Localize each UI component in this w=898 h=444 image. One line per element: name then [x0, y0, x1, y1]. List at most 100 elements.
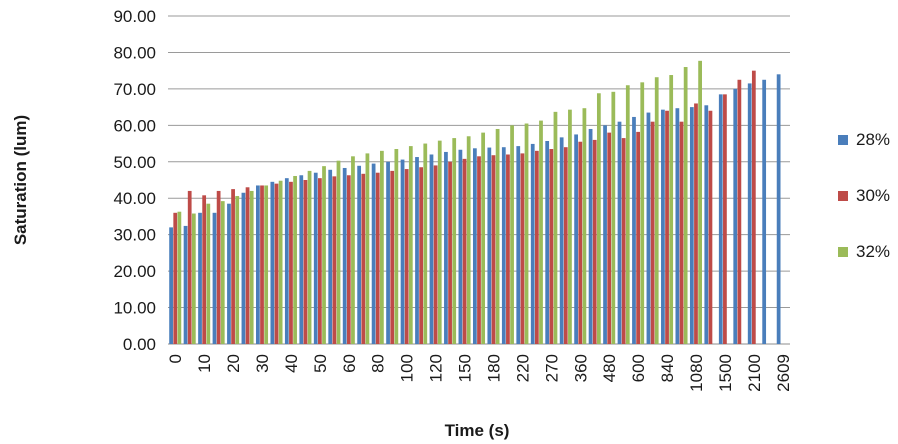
- x-tick-label: 50: [311, 354, 330, 373]
- bar-30pct-11: [318, 178, 322, 344]
- y-tick-label: 0.00: [123, 335, 156, 354]
- bar-32pct-28: [568, 109, 572, 344]
- bar-28pct-16: [386, 161, 390, 344]
- bar-28pct-9: [284, 178, 289, 344]
- bar-28pct-28: [559, 137, 564, 344]
- bar-32pct-36: [683, 67, 688, 345]
- bar-32pct-9: [293, 175, 297, 344]
- legend-swatch-32pct: [838, 247, 848, 257]
- bar-32pct-33: [640, 82, 645, 344]
- bar-30pct-21: [462, 158, 467, 344]
- bar-32pct-30: [596, 93, 601, 344]
- y-tick-labels: 0.00 10.00 20.00 30.00 40.00 50.00 60.00 70.00 8…: [113, 7, 156, 354]
- bar-28pct-10: [299, 175, 304, 344]
- bar-28pct-34: [646, 112, 651, 344]
- bar-30pct-24: [506, 154, 510, 344]
- bar-28pct-11: [313, 172, 318, 344]
- bar-32pct-1: [177, 211, 182, 344]
- bar-30pct-32: [621, 138, 626, 344]
- bar-30pct-8: [274, 183, 279, 344]
- bar-28pct-14: [357, 165, 362, 344]
- bar-28pct-29: [574, 134, 578, 344]
- y-tick-label: 70.00: [113, 80, 156, 99]
- bar-32pct-8: [278, 180, 283, 344]
- bar-32pct-29: [582, 108, 587, 345]
- x-tick-label: 60: [340, 354, 359, 373]
- x-tick-label: 40: [282, 354, 301, 373]
- bar-32pct-32: [625, 85, 630, 344]
- bar-30pct-34: [650, 121, 655, 344]
- bar-30pct-5: [231, 189, 235, 344]
- x-tick-label: 20: [224, 354, 243, 373]
- bar-30pct-33: [636, 131, 640, 344]
- bar-32pct-5: [235, 196, 240, 344]
- bar-28pct-25: [516, 146, 521, 344]
- bar-28pct-23: [487, 147, 492, 344]
- y-tick-label: 10.00: [113, 299, 156, 318]
- bar-28pct-22: [472, 148, 477, 344]
- bar-30pct-20: [448, 161, 452, 344]
- bar-30pct-7: [260, 185, 264, 344]
- x-tick-label: 600: [629, 354, 648, 382]
- x-tick-label: 30: [253, 354, 272, 373]
- bar-32pct-14: [365, 153, 370, 344]
- bar-28pct-18: [415, 157, 419, 344]
- bar-30pct-38: [708, 110, 713, 344]
- bar-30pct-10: [303, 180, 308, 344]
- x-tick-label: 1080: [687, 354, 706, 392]
- bar-32pct-26: [539, 120, 543, 345]
- bar-30pct-9: [289, 181, 293, 344]
- bar-32pct-37: [698, 60, 702, 345]
- bar-30pct-30: [592, 139, 597, 344]
- x-tick-labels: 0 10 20 30 40 50 60 80 100 120 150 180 220 270 360 480 6…: [166, 354, 793, 392]
- bar-32pct-35: [669, 75, 674, 344]
- bar-28pct-24: [501, 147, 506, 344]
- bar-30pct-2: [187, 190, 192, 344]
- legend-label-28pct: 28%: [856, 130, 890, 149]
- bar-28pct-21: [458, 149, 463, 344]
- bar-30pct-31: [607, 132, 612, 344]
- y-tick-label: 30.00: [113, 226, 156, 245]
- bar-28pct-12: [328, 169, 333, 344]
- bar-28pct-2: [183, 225, 188, 344]
- bar-28pct-15: [371, 163, 376, 344]
- bar-32pct-12: [336, 160, 341, 344]
- y-axis-title: Saturation (lum): [11, 115, 30, 245]
- bar-30pct-37: [694, 103, 698, 344]
- bar-30pct-23: [491, 155, 496, 344]
- bar-32pct-31: [611, 91, 616, 344]
- bar-32pct-6: [249, 190, 254, 344]
- bar-28pct-38: [704, 105, 709, 345]
- bar-32pct-13: [351, 156, 355, 344]
- bar-30pct-13: [346, 175, 351, 344]
- bar-28pct-43: [776, 74, 781, 345]
- bar-28pct-30: [588, 128, 593, 344]
- x-tick-label: 10: [195, 354, 214, 373]
- bar-30pct-35: [665, 110, 669, 344]
- bar-32pct-34: [654, 77, 659, 344]
- bar-28pct-6: [241, 192, 246, 344]
- bar-30pct-6: [245, 187, 250, 344]
- x-tick-label: 2100: [745, 354, 764, 392]
- x-tick-label: 180: [484, 354, 503, 382]
- bar-28pct-27: [545, 141, 550, 344]
- bar-32pct-17: [408, 146, 413, 344]
- bar-30pct-26: [534, 150, 539, 344]
- bar-32pct-11: [322, 166, 326, 344]
- bar-32pct-4: [220, 201, 225, 344]
- legend-swatch-28pct: [838, 135, 848, 145]
- legend-swatch-30pct: [838, 191, 848, 201]
- bar-28pct-13: [342, 167, 347, 344]
- bar-28pct-5: [227, 203, 231, 344]
- legend-label-32pct: 32%: [856, 242, 890, 261]
- bar-28pct-40: [733, 88, 738, 344]
- bar-30pct-41: [751, 70, 756, 345]
- x-tick-label: 220: [513, 354, 532, 382]
- bar-30pct-1: [173, 212, 178, 344]
- x-tick-label: 80: [369, 354, 388, 373]
- x-tick-label: 150: [456, 354, 475, 382]
- bar-28pct-7: [256, 185, 260, 344]
- x-tick-label: 100: [398, 354, 417, 382]
- bar-32pct-19: [437, 140, 442, 344]
